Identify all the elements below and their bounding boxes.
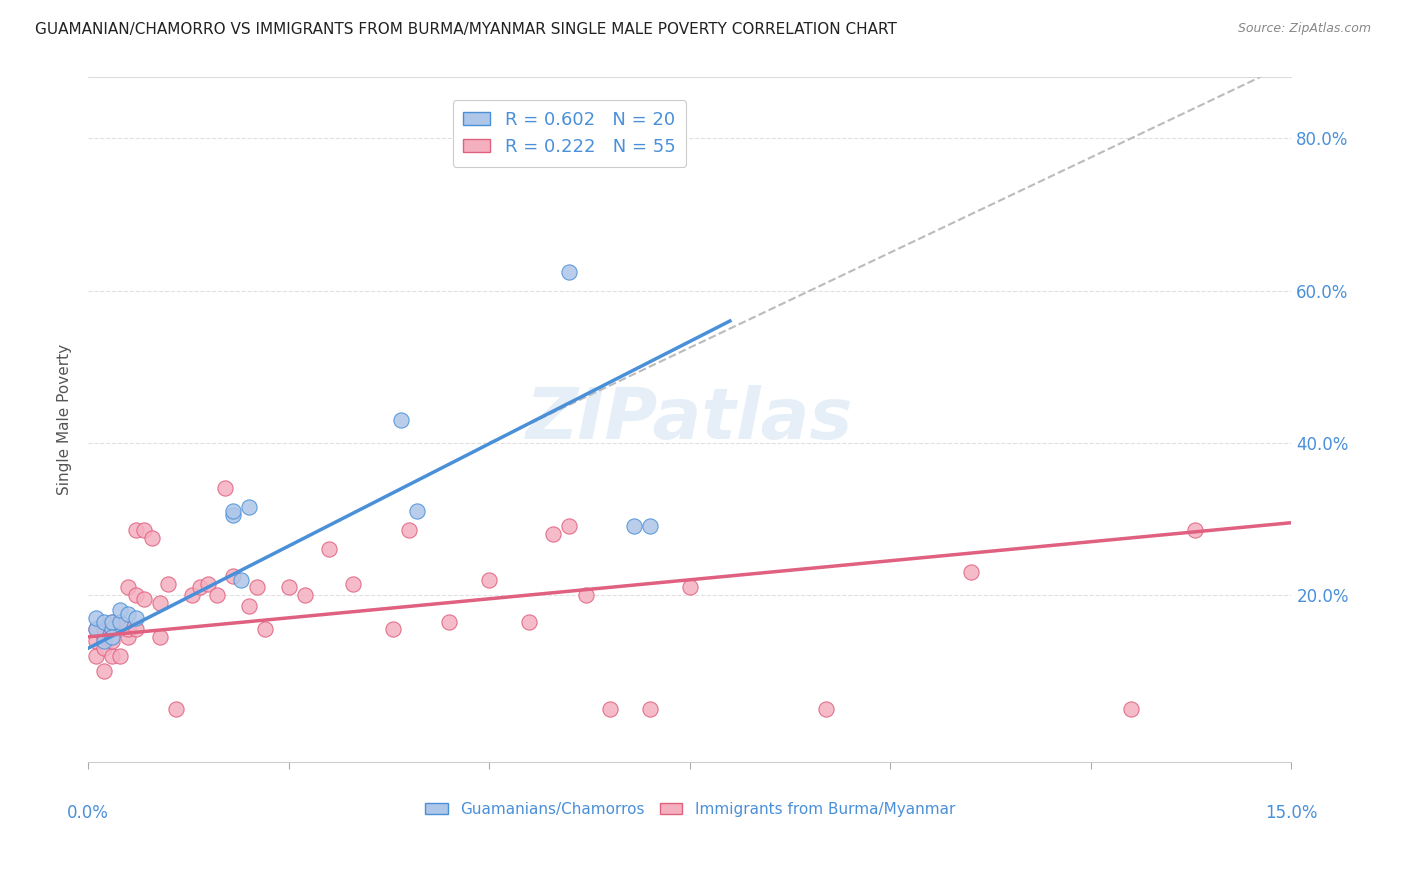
Point — [125, 622, 148, 636]
Point — [398, 524, 420, 538]
Text: 15.0%: 15.0% — [1265, 804, 1317, 822]
Point — [253, 622, 276, 636]
Point — [558, 264, 581, 278]
Point — [110, 615, 132, 629]
Point — [389, 413, 412, 427]
Point — [134, 524, 156, 538]
Text: Source: ZipAtlas.com: Source: ZipAtlas.com — [1237, 22, 1371, 36]
Point — [101, 615, 124, 629]
Point — [815, 702, 838, 716]
Point — [382, 622, 405, 636]
Point — [125, 524, 148, 538]
Text: ZIPatlas: ZIPatlas — [526, 385, 853, 454]
Point — [101, 615, 124, 629]
Text: GUAMANIAN/CHAMORRO VS IMMIGRANTS FROM BURMA/MYANMAR SINGLE MALE POVERTY CORRELAT: GUAMANIAN/CHAMORRO VS IMMIGRANTS FROM BU… — [35, 22, 897, 37]
Point — [101, 648, 124, 663]
Legend: Guamanians/Chamorros, Immigrants from Burma/Myanmar: Guamanians/Chamorros, Immigrants from Bu… — [419, 796, 962, 823]
Point — [478, 573, 501, 587]
Point — [157, 576, 180, 591]
Point — [84, 622, 107, 636]
Point — [1184, 524, 1206, 538]
Point — [125, 611, 148, 625]
Y-axis label: Single Male Poverty: Single Male Poverty — [58, 344, 72, 495]
Point — [117, 607, 139, 621]
Point — [93, 622, 115, 636]
Point — [84, 622, 107, 636]
Point — [190, 580, 212, 594]
Point — [238, 599, 260, 614]
Point — [1119, 702, 1142, 716]
Point — [93, 630, 115, 644]
Point — [93, 664, 115, 678]
Point — [543, 527, 565, 541]
Point — [149, 630, 172, 644]
Point — [959, 565, 981, 579]
Point — [221, 504, 243, 518]
Point — [117, 630, 139, 644]
Point — [117, 622, 139, 636]
Point — [165, 702, 187, 716]
Point — [437, 615, 460, 629]
Point — [84, 648, 107, 663]
Point — [110, 648, 132, 663]
Point — [623, 519, 645, 533]
Point — [238, 500, 260, 515]
Point — [181, 588, 204, 602]
Point — [214, 482, 236, 496]
Point — [117, 580, 139, 594]
Point — [205, 588, 228, 602]
Point — [342, 576, 364, 591]
Point — [599, 702, 621, 716]
Point — [638, 519, 661, 533]
Point — [93, 615, 115, 629]
Point — [110, 603, 132, 617]
Point — [93, 633, 115, 648]
Point — [519, 615, 541, 629]
Point — [229, 573, 252, 587]
Point — [84, 611, 107, 625]
Point — [277, 580, 299, 594]
Point — [110, 615, 132, 629]
Point — [638, 702, 661, 716]
Point — [101, 622, 124, 636]
Point — [221, 508, 243, 522]
Point — [294, 588, 316, 602]
Point — [110, 622, 132, 636]
Point — [318, 542, 340, 557]
Point — [93, 641, 115, 656]
Point — [221, 569, 243, 583]
Point — [141, 531, 163, 545]
Point — [679, 580, 702, 594]
Point — [101, 633, 124, 648]
Point — [246, 580, 269, 594]
Point — [101, 630, 124, 644]
Point — [574, 588, 596, 602]
Point — [125, 588, 148, 602]
Point — [149, 596, 172, 610]
Point — [134, 591, 156, 606]
Point — [197, 576, 219, 591]
Point — [84, 633, 107, 648]
Point — [101, 622, 124, 636]
Point — [558, 519, 581, 533]
Text: 0.0%: 0.0% — [67, 804, 110, 822]
Point — [406, 504, 429, 518]
